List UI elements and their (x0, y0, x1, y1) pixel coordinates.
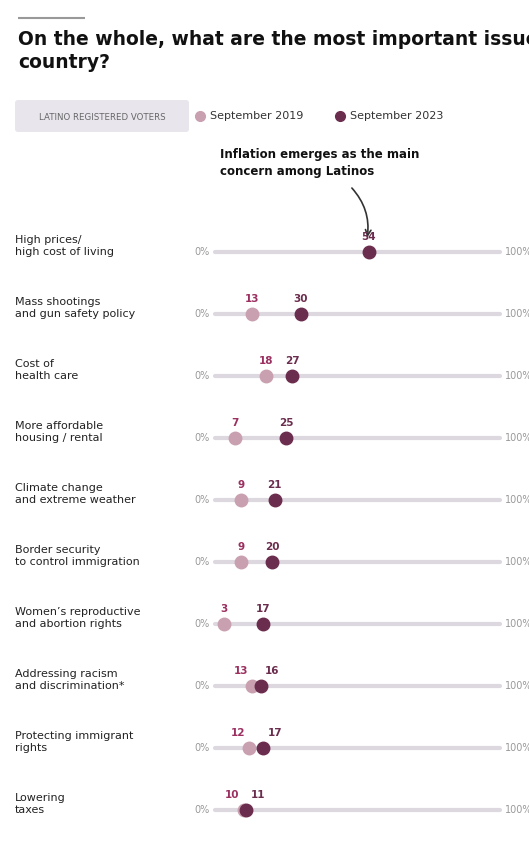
Text: 20: 20 (264, 542, 279, 552)
Text: Inflation emerges as the main
concern among Latinos: Inflation emerges as the main concern am… (220, 148, 419, 178)
Text: 0%: 0% (195, 371, 210, 381)
Text: 25: 25 (279, 418, 294, 428)
Text: 100%: 100% (505, 309, 529, 319)
Text: 100%: 100% (505, 805, 529, 815)
Text: LATINO REGISTERED VOTERS: LATINO REGISTERED VOTERS (39, 112, 165, 122)
Text: 100%: 100% (505, 247, 529, 257)
Text: 54: 54 (362, 232, 376, 242)
Text: 100%: 100% (505, 743, 529, 753)
Text: 13: 13 (233, 666, 248, 676)
Text: 0%: 0% (195, 743, 210, 753)
Text: 0%: 0% (195, 495, 210, 505)
Text: 100%: 100% (505, 557, 529, 567)
Text: Lowering
taxes: Lowering taxes (15, 793, 66, 815)
Text: 12: 12 (231, 728, 245, 738)
Text: 13: 13 (245, 294, 259, 304)
Text: September 2023: September 2023 (350, 111, 443, 121)
Text: On the whole, what are the most important issues facing the
country?: On the whole, what are the most importan… (18, 30, 529, 72)
FancyBboxPatch shape (15, 100, 189, 132)
Text: 3: 3 (220, 604, 227, 614)
Text: Cost of
health care: Cost of health care (15, 359, 78, 382)
Text: 0%: 0% (195, 309, 210, 319)
Text: 30: 30 (293, 294, 308, 304)
Text: 0%: 0% (195, 247, 210, 257)
Text: Addressing racism
and discrimination*: Addressing racism and discrimination* (15, 669, 124, 692)
Text: 100%: 100% (505, 619, 529, 629)
Text: 0%: 0% (195, 433, 210, 443)
Text: September 2019: September 2019 (210, 111, 303, 121)
Text: 100%: 100% (505, 371, 529, 381)
Text: 9: 9 (237, 542, 244, 552)
Text: 100%: 100% (505, 433, 529, 443)
Text: 18: 18 (259, 356, 273, 366)
Text: 9: 9 (237, 480, 244, 490)
Text: Climate change
and extreme weather: Climate change and extreme weather (15, 483, 135, 505)
Text: 100%: 100% (505, 495, 529, 505)
Text: 27: 27 (285, 356, 299, 366)
Text: 21: 21 (268, 480, 282, 490)
Text: 17: 17 (256, 604, 271, 614)
Text: 16: 16 (264, 666, 279, 676)
Text: More affordable
housing / rental: More affordable housing / rental (15, 421, 103, 443)
Text: 0%: 0% (195, 681, 210, 691)
Text: Protecting immigrant
rights: Protecting immigrant rights (15, 731, 133, 753)
Text: Mass shootings
and gun safety policy: Mass shootings and gun safety policy (15, 297, 135, 320)
Text: High prices/
high cost of living: High prices/ high cost of living (15, 235, 114, 257)
Text: 7: 7 (231, 418, 239, 428)
Text: 0%: 0% (195, 619, 210, 629)
Text: 10: 10 (225, 790, 240, 800)
Text: 17: 17 (268, 728, 282, 738)
Text: 0%: 0% (195, 805, 210, 815)
Text: 100%: 100% (505, 681, 529, 691)
Text: 0%: 0% (195, 557, 210, 567)
Text: Women’s reproductive
and abortion rights: Women’s reproductive and abortion rights (15, 607, 141, 630)
Text: 11: 11 (250, 790, 265, 800)
Text: Border security
to control immigration: Border security to control immigration (15, 545, 140, 567)
